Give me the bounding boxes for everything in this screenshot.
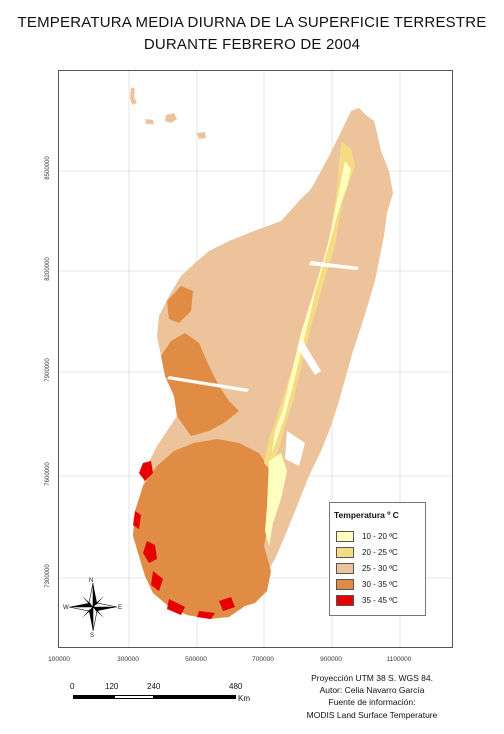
map-credits: Proyección UTM 38 S. WGS 84. Autor: Celi…: [270, 672, 474, 721]
x-tick-label: 300000: [117, 656, 139, 663]
y-tick-label: 7300000: [45, 564, 51, 588]
legend-label: 30 - 35 ºC: [362, 580, 398, 589]
compass-south-label: S: [90, 633, 95, 639]
legend-title: Temperatura º C: [334, 510, 399, 520]
compass-icon: [68, 582, 118, 632]
zone-30-35-midwest: [167, 286, 193, 323]
scale-label: 0: [70, 682, 75, 691]
map-frame: N S E W: [58, 70, 453, 648]
scale-segment: [114, 695, 154, 699]
author-text: Autor: Celia Navarro García: [319, 685, 425, 696]
compass-west-label: W: [63, 605, 69, 611]
y-tick-label: 8500000: [45, 156, 51, 180]
scale-label: 480: [229, 682, 243, 691]
northern-islets: [130, 87, 206, 139]
x-tick-label: 900000: [320, 656, 342, 663]
map-legend: Temperatura º C 10 - 20 ºC 20 - 25 ºC 25…: [329, 502, 426, 616]
zone-30-35-west: [161, 333, 239, 436]
source-label: Fuente de información:: [328, 697, 416, 708]
compass-east-label: E: [118, 605, 123, 611]
projection-text: Proyección UTM 38 S. WGS 84.: [311, 673, 433, 683]
y-tick-label: 7900000: [45, 358, 51, 382]
legend-item: 20 - 25 ºC: [336, 547, 424, 559]
x-tick-label: 700000: [252, 656, 274, 663]
legend-swatch: [336, 595, 354, 606]
legend-label: 20 - 25 ºC: [362, 548, 398, 557]
no-data-gaps: [167, 261, 359, 571]
map-title-line-2: DURANTE FEBRERO DE 2004: [143, 36, 361, 53]
map-title-line-1: TEMPERATURA MEDIA DIURNA DE LA SUPERFICI…: [17, 14, 487, 31]
x-tick-label: 1100000: [386, 656, 412, 663]
legend-item: 35 - 45 ºC: [336, 595, 424, 607]
scale-label: 120: [105, 682, 119, 691]
y-tick-label: 7600000: [45, 462, 51, 486]
scale-segment: [73, 695, 114, 699]
scale-segment: [154, 695, 236, 699]
zone-35-45-hotspots: [133, 461, 235, 619]
scale-label: 240: [147, 682, 161, 691]
y-tick-label: 8200000: [45, 257, 51, 281]
zone-20-25-east: [264, 141, 355, 471]
legend-swatch: [336, 531, 354, 542]
legend-swatch: [336, 547, 354, 558]
legend-swatch: [336, 579, 354, 590]
compass-rose: [68, 582, 118, 632]
legend-label: 25 - 30 ºC: [362, 564, 398, 573]
legend-item: 10 - 20 ºC: [336, 531, 424, 543]
zone-30-35-southwest: [133, 439, 274, 619]
zone-10-20-east: [272, 161, 351, 453]
scale-bar: 0 120 240 480 Km: [70, 682, 310, 712]
source-text: MODIS Land Surface Temperature: [306, 709, 438, 720]
x-tick-label: 500000: [185, 656, 207, 663]
legend-item: 25 - 30 ºC: [336, 563, 424, 575]
zone-10-20-south-east: [265, 453, 287, 546]
legend-label: 10 - 20 ºC: [362, 532, 398, 541]
x-tick-label: 100000: [48, 656, 70, 663]
legend-swatch: [336, 563, 354, 574]
madagascar-map: [59, 71, 452, 647]
legend-label: 35 - 45 ºC: [362, 596, 398, 605]
legend-item: 30 - 35 ºC: [336, 579, 424, 591]
compass-north-label: N: [89, 578, 94, 584]
scale-unit: Km: [238, 694, 250, 703]
